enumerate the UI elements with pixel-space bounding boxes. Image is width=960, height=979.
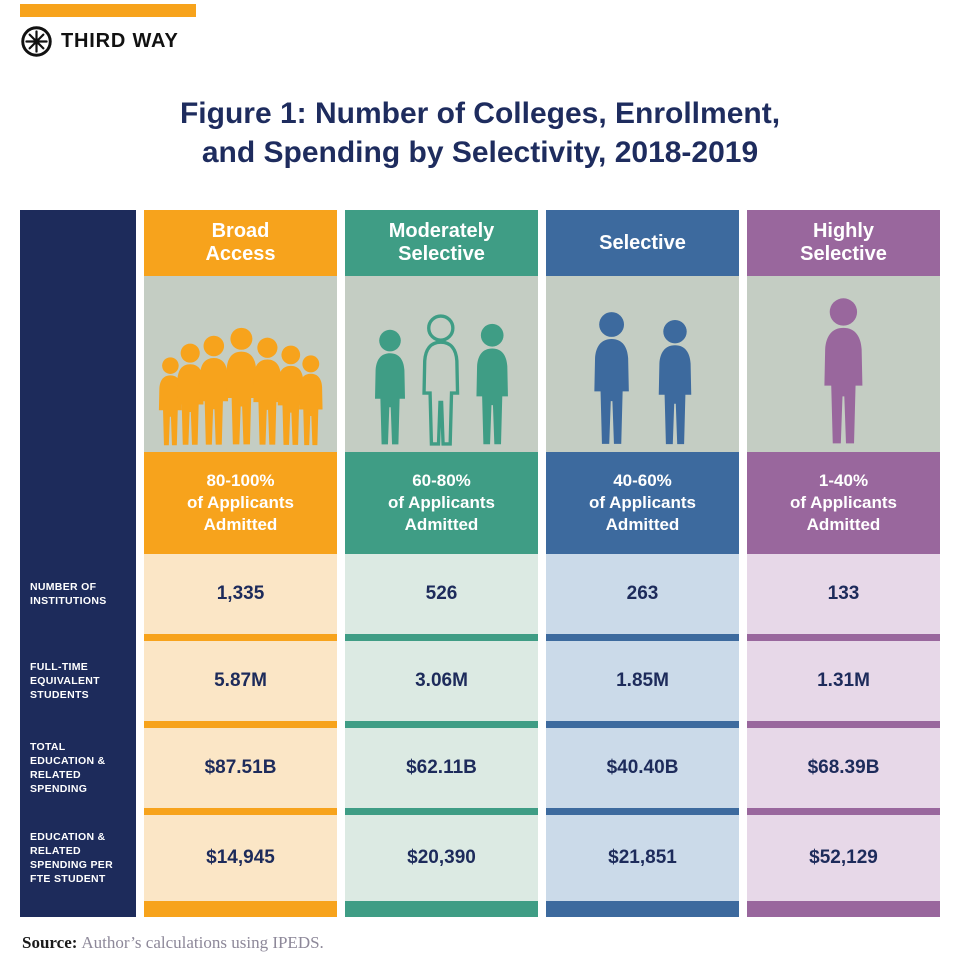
value-institutions: 1,335 (144, 554, 337, 634)
admit-rate: 1-40% (818, 470, 869, 490)
row-label-institutions: NUMBER OF INSTITUTIONS (30, 580, 107, 607)
admit-rate-band: 60-80% of Applicants Admitted (345, 452, 538, 554)
person-silhouette-icon (658, 319, 692, 445)
value-institutions: 526 (345, 554, 538, 634)
column-footer-strip (747, 901, 940, 917)
row-divider (144, 721, 337, 728)
source-label: Source: (22, 933, 78, 952)
row-divider (747, 808, 940, 815)
source-text: Author’s calculations using IPEDS. (81, 933, 324, 952)
figure-title-line2: and Spending by Selectivity, 2018-2019 (201, 136, 759, 169)
person-silhouette-icon (374, 329, 405, 445)
row-labels-column: NUMBER OF INSTITUTIONS FULL-TIME EQUIVAL… (20, 210, 136, 917)
column-footer-strip (144, 901, 337, 917)
person-silhouette-icon (476, 323, 509, 445)
student-silhouettes (747, 276, 940, 452)
value-fte-students: 1.31M (747, 641, 940, 721)
value-fte-students: 3.06M (345, 641, 538, 721)
row-divider (20, 634, 136, 641)
column-header: Broad Access (144, 210, 337, 276)
page-header: THIRD WAY (0, 4, 960, 58)
column-header: Moderately Selective (345, 210, 538, 276)
row-divider (345, 808, 538, 815)
row-divider (546, 634, 739, 641)
person-silhouette-icon (824, 298, 863, 444)
row-divider (144, 634, 337, 641)
figure-title-line1: Figure 1: Number of Colleges, Enrollment… (179, 97, 781, 130)
column-footer-strip (345, 901, 538, 917)
value-spending-per-fte: $52,129 (747, 815, 940, 901)
column-broad-access: Broad Access 80-100% of Applicants Admit… (144, 210, 337, 917)
student-silhouettes (345, 276, 538, 452)
row-divider (546, 808, 739, 815)
row-label-fte-students: FULL-TIME EQUIVALENT STUDENTS (30, 660, 100, 702)
column-footer-strip (546, 901, 739, 917)
column-header: Selective (546, 210, 739, 276)
row-label-spending-per-fte: EDUCATION & RELATED SPENDING PER FTE STU… (30, 830, 113, 886)
value-fte-students: 1.85M (546, 641, 739, 721)
person-silhouette-icon (421, 314, 459, 446)
admit-rate-band: 40-60% of Applicants Admitted (546, 452, 739, 554)
row-divider (546, 721, 739, 728)
value-total-spending: $62.11B (345, 728, 538, 808)
value-institutions: 263 (546, 554, 739, 634)
row-divider (345, 721, 538, 728)
row-label-total-spending: TOTAL EDUCATION & RELATED SPENDING (30, 740, 106, 796)
brand-name: THIRD WAY (61, 29, 179, 52)
column-moderately-selective: Moderately Selective 60-80% of Applicant… (345, 210, 538, 917)
column-header: Highly Selective (747, 210, 940, 276)
student-silhouettes (546, 276, 739, 452)
row-divider (20, 721, 136, 728)
value-total-spending: $68.39B (747, 728, 940, 808)
person-silhouette-icon (594, 312, 629, 444)
brand-row: THIRD WAY (20, 24, 960, 58)
row-divider (747, 721, 940, 728)
value-total-spending: $40.40B (546, 728, 739, 808)
column-highly-selective: Highly Selective 1-40% of Applicants Adm… (747, 210, 940, 917)
value-institutions: 133 (747, 554, 940, 634)
person-silhouette-icon (298, 355, 323, 446)
column-selective: Selective 40-60% of Applicants Admitted … (546, 210, 739, 917)
row-divider (747, 634, 940, 641)
value-total-spending: $87.51B (144, 728, 337, 808)
brand-accent-bar (20, 4, 196, 17)
labels-spacer (20, 210, 136, 554)
admit-rate: 40-60% (613, 470, 672, 490)
admit-rate-band: 1-40% of Applicants Admitted (747, 452, 940, 554)
value-spending-per-fte: $21,851 (546, 815, 739, 901)
student-silhouettes (144, 276, 337, 452)
value-spending-per-fte: $14,945 (144, 815, 337, 901)
value-fte-students: 5.87M (144, 641, 337, 721)
admit-rate-sub: of Applicants Admitted (588, 492, 697, 535)
admit-rate-sub: of Applicants Admitted (387, 492, 496, 535)
selectivity-table: NUMBER OF INSTITUTIONS FULL-TIME EQUIVAL… (20, 210, 940, 917)
row-divider (144, 808, 337, 815)
admit-rate: 80-100% (206, 470, 275, 490)
third-way-compass-logo-icon (21, 25, 52, 57)
row-divider (345, 634, 538, 641)
admit-rate-band: 80-100% of Applicants Admitted (144, 452, 337, 554)
source-line: Source: Author’s calculations using IPEDS… (22, 933, 960, 953)
value-spending-per-fte: $20,390 (345, 815, 538, 901)
admit-rate: 60-80% (412, 470, 471, 490)
admit-rate-sub: of Applicants Admitted (789, 492, 898, 535)
row-divider (20, 808, 136, 815)
admit-rate-sub: of Applicants Admitted (186, 492, 295, 535)
figure-title: Figure 1: Number of Colleges, Enrollment… (0, 94, 960, 172)
